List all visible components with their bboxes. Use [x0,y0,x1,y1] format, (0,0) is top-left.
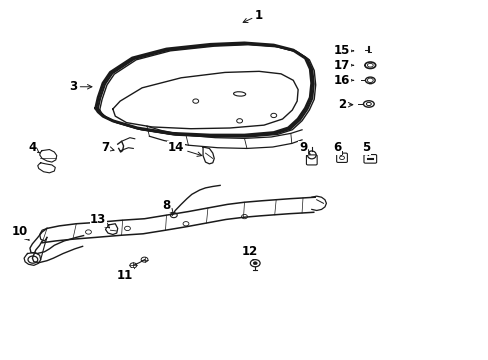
Text: 10: 10 [12,225,29,240]
Text: 6: 6 [332,141,341,156]
Text: 14: 14 [168,141,202,156]
Text: 4: 4 [28,141,40,154]
Text: 9: 9 [298,141,309,154]
Text: 17: 17 [333,59,353,72]
Text: 15: 15 [333,44,353,57]
Text: 3: 3 [69,80,92,93]
Text: 1: 1 [243,9,263,23]
Text: 5: 5 [362,141,370,156]
Text: 13: 13 [90,213,109,228]
Circle shape [253,262,257,265]
Text: 7: 7 [102,141,114,154]
Text: 12: 12 [241,245,257,260]
Text: 2: 2 [337,98,352,111]
Text: 8: 8 [162,199,173,213]
Text: 16: 16 [333,74,353,87]
Text: 11: 11 [117,269,134,282]
